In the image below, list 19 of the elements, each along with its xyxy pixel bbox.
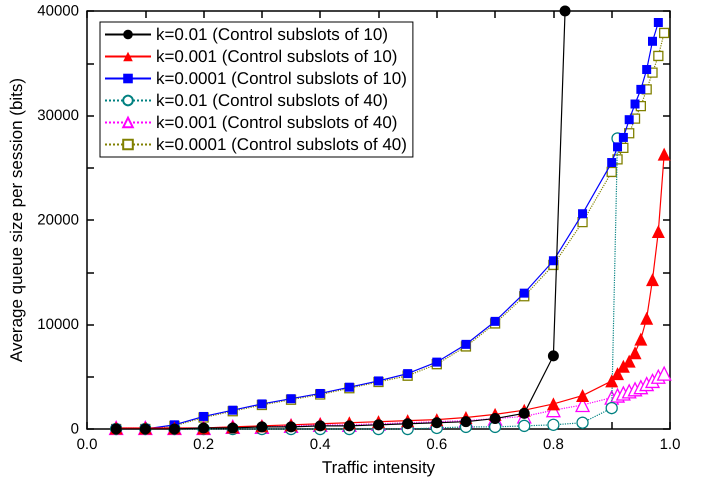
x-tick-label: 0.0	[76, 436, 98, 453]
x-tick-label: 0.6	[426, 436, 448, 453]
y-tick-label: 20000	[37, 212, 79, 228]
legend-label: k=0.001 (Control subslots of 40)	[156, 113, 398, 132]
y-tick-label: 40000	[37, 2, 79, 20]
y-tick-label: 10000	[37, 316, 79, 333]
x-tick-label: 0.4	[310, 436, 331, 453]
x-axis-title: Traffic intensity	[322, 458, 436, 477]
x-tick-label: 0.2	[193, 436, 214, 453]
legend-label: k=0.0001 (Control subslots of 40)	[156, 135, 407, 154]
legend-label: k=0.0001 (Control subslots of 10)	[156, 69, 407, 88]
y-tick-label: 0	[70, 420, 79, 438]
x-tick-label: 1.0	[660, 436, 680, 453]
y-tick-label: 30000	[37, 107, 79, 124]
legend-label: k=0.01 (Control subslots of 10)	[156, 25, 388, 44]
x-tick-label: 0.8	[542, 436, 564, 453]
legend-label: k=0.01 (Control subslots of 40)	[156, 91, 388, 110]
y-axis-title: Average queue size per session (bits)	[7, 78, 26, 362]
legend-label: k=0.001 (Control subslots of 10)	[156, 47, 398, 66]
